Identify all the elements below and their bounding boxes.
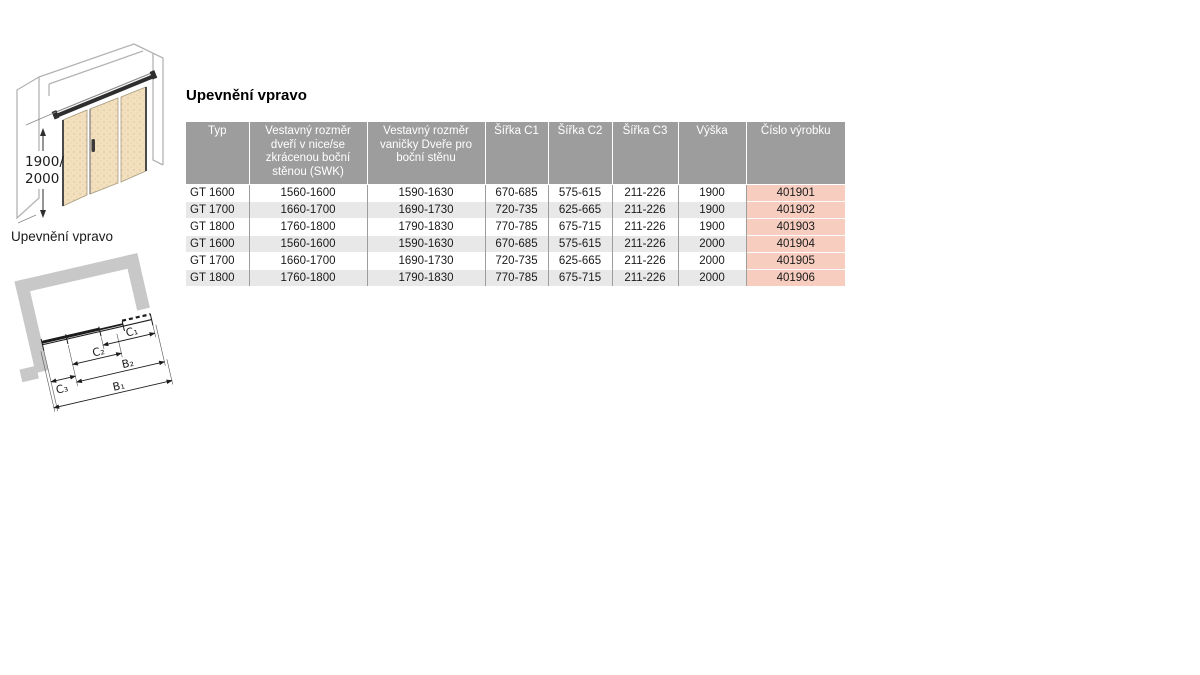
- shower-door-isometric-illustration: 1900/ 2000: [6, 12, 178, 244]
- cell-rozmer-vanicky: 1790-1830: [366, 268, 485, 286]
- height-dimension: 1900/ 2000: [17, 111, 64, 224]
- cell-sirka-c1: 770-785: [484, 268, 548, 286]
- label-b1: B₁: [111, 379, 126, 394]
- cell-sirka-c3: 211-226: [611, 183, 678, 201]
- cell-vyska: 2000: [677, 268, 746, 286]
- header-sirka-c2: Šířka C2: [547, 122, 612, 184]
- header-cislo-vyrobku: Číslo výrobku: [745, 122, 845, 184]
- cell-sirka-c3: 211-226: [611, 234, 678, 252]
- table-row: GT 1600 1560-1600 1590-1630 670-685 575-…: [186, 234, 845, 252]
- cell-vyska: 2000: [677, 251, 746, 269]
- cell-vyska: 1900: [677, 183, 746, 201]
- illustration-caption: Upevnění vpravo: [11, 229, 114, 244]
- table-header-row: Typ Vestavný rozměr dveří v nice/se zkrá…: [186, 122, 845, 184]
- cell-sirka-c2: 575-615: [547, 234, 612, 252]
- door-handle: [91, 139, 95, 152]
- plan-dimension-labels: C₁ C₂ C₃ B₂ B₁: [55, 324, 140, 397]
- label-c2: C₂: [91, 344, 106, 359]
- product-number-cell: 401906: [745, 268, 845, 286]
- cell-sirka-c3: 211-226: [611, 268, 678, 286]
- spec-table-container: Typ Vestavný rozměr dveří v nice/se zkrá…: [186, 122, 845, 286]
- cell-sirka-c3: 211-226: [611, 200, 678, 218]
- wall-frame-lines: [16, 43, 164, 220]
- cell-typ: GT 1700: [186, 251, 249, 269]
- cell-rozmer-dveri: 1660-1700: [248, 251, 367, 269]
- cell-sirka-c2: 625-665: [547, 251, 612, 269]
- plan-dimension-lines: [50, 332, 173, 409]
- cell-rozmer-dveri: 1560-1600: [248, 183, 367, 201]
- header-sirka-c1: Šířka C1: [484, 122, 548, 184]
- spec-table: Typ Vestavný rozměr dveří v nice/se zkrá…: [186, 122, 845, 286]
- cell-rozmer-vanicky: 1590-1630: [366, 183, 485, 201]
- cell-typ: GT 1800: [186, 268, 249, 286]
- cell-rozmer-vanicky: 1590-1630: [366, 234, 485, 252]
- cell-typ: GT 1800: [186, 217, 249, 235]
- table-row: GT 1800 1760-1800 1790-1830 770-785 675-…: [186, 217, 845, 235]
- cell-sirka-c1: 670-685: [484, 183, 548, 201]
- product-number-cell: 401902: [745, 200, 845, 218]
- top-rail: [51, 70, 158, 120]
- plan-walls: [14, 253, 150, 383]
- cell-rozmer-dveri: 1560-1600: [248, 234, 367, 252]
- cell-typ: GT 1700: [186, 200, 249, 218]
- table-row: GT 1600 1560-1600 1590-1630 670-685 575-…: [186, 183, 845, 201]
- header-vestavny-rozmer-dveri: Vestavný rozměr dveří v nice/se zkráceno…: [248, 122, 367, 184]
- cell-sirka-c1: 720-735: [484, 251, 548, 269]
- cell-vyska: 2000: [677, 234, 746, 252]
- table-row: GT 1700 1660-1700 1690-1730 720-735 625-…: [186, 251, 845, 269]
- cell-sirka-c1: 770-785: [484, 217, 548, 235]
- cell-vyska: 1900: [677, 217, 746, 235]
- cell-rozmer-vanicky: 1690-1730: [366, 200, 485, 218]
- label-c1: C₁: [125, 324, 140, 339]
- cell-rozmer-dveri: 1760-1800: [248, 217, 367, 235]
- product-number-cell: 401901: [745, 183, 845, 201]
- height-label-line2: 2000: [25, 171, 59, 187]
- cell-rozmer-vanicky: 1690-1730: [366, 251, 485, 269]
- cell-vyska: 1900: [677, 200, 746, 218]
- cell-rozmer-vanicky: 1790-1830: [366, 217, 485, 235]
- cell-sirka-c2: 675-715: [547, 268, 612, 286]
- product-number-cell: 401903: [745, 217, 845, 235]
- cell-rozmer-dveri: 1760-1800: [248, 268, 367, 286]
- height-label-line1: 1900/: [25, 154, 64, 170]
- table-row: GT 1700 1660-1700 1690-1730 720-735 625-…: [186, 200, 845, 218]
- cell-sirka-c2: 625-665: [547, 200, 612, 218]
- plan-view-diagram: C₁ C₂ C₃ B₂ B₁: [4, 253, 182, 418]
- page-title: Upevnění vpravo: [186, 87, 307, 104]
- cell-sirka-c3: 211-226: [611, 251, 678, 269]
- product-number-cell: 401905: [745, 251, 845, 269]
- label-b2: B₂: [121, 356, 136, 371]
- cell-sirka-c2: 675-715: [547, 217, 612, 235]
- cell-typ: GT 1600: [186, 234, 249, 252]
- plan-drawing-svg: C₁ C₂ C₃ B₂ B₁: [14, 253, 174, 412]
- table-row: GT 1800 1760-1800 1790-1830 770-785 675-…: [186, 268, 845, 286]
- cell-sirka-c3: 211-226: [611, 217, 678, 235]
- cell-rozmer-dveri: 1660-1700: [248, 200, 367, 218]
- glass-panels: [62, 86, 147, 207]
- header-sirka-c3: Šířka C3: [611, 122, 678, 184]
- product-number-cell: 401904: [745, 234, 845, 252]
- cell-sirka-c1: 720-735: [484, 200, 548, 218]
- header-typ: Typ: [186, 122, 249, 184]
- cell-sirka-c2: 575-615: [547, 183, 612, 201]
- label-c3: C₃: [55, 381, 70, 396]
- cell-sirka-c1: 670-685: [484, 234, 548, 252]
- plan-door-line: [40, 313, 154, 351]
- cell-typ: GT 1600: [186, 183, 249, 201]
- isometric-drawing-svg: 1900/ 2000: [16, 43, 164, 224]
- header-vyska: Výška: [677, 122, 746, 184]
- header-vestavny-rozmer-vanicky: Vestavný rozměr vaničky Dveře pro boční …: [366, 122, 485, 184]
